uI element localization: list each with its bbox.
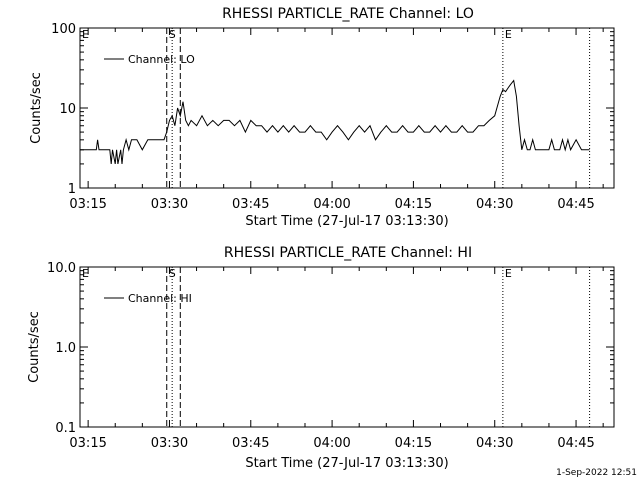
y-tick-label: 100: [51, 22, 76, 37]
event-marker-label: E: [82, 267, 89, 280]
y-tick-label: 1: [68, 182, 76, 197]
x-tick-label: 04:30: [476, 436, 513, 451]
x-tick-label: 04:15: [395, 436, 432, 451]
x-tick-label: 04:15: [395, 197, 432, 212]
x-tick-label: 04:00: [313, 436, 350, 451]
legend: Channel: LO: [104, 53, 195, 66]
y-tick-label: 10.0: [47, 261, 76, 276]
x-axis-label: Start Time (27-Jul-17 03:13:30): [245, 456, 448, 471]
y-tick-label: 10: [59, 102, 76, 117]
x-tick-label: 04:45: [557, 436, 594, 451]
event-marker-label: E: [82, 28, 89, 41]
axis-ticks: 03:15 03:30 03:45 04:00 04:15 04:30 04:45 0.1 1.…: [47, 261, 614, 451]
chart-panel-lo: RHESSI PARTICLE_RATE Channel: LO Counts/…: [29, 6, 615, 229]
chart-title: RHESSI PARTICLE_RATE Channel: HI: [224, 245, 472, 261]
plot-frame: [79, 266, 615, 428]
series-layer: [80, 79, 590, 164]
x-tick-label: 04:45: [557, 197, 594, 212]
x-tick-label: 03:30: [151, 197, 188, 212]
x-tick-label: 03:15: [69, 436, 106, 451]
x-tick-label: 04:30: [476, 197, 513, 212]
series-line: [80, 79, 590, 164]
plot-frame: [79, 27, 615, 189]
y-tick-label: 1.0: [55, 341, 76, 356]
x-tick-label: 03:45: [232, 197, 269, 212]
legend: Channel: HI: [104, 292, 192, 305]
y-axis-label: Counts/sec: [29, 72, 44, 144]
x-tick-label: 03:15: [69, 197, 106, 212]
legend-label: Channel: LO: [128, 53, 195, 66]
x-tick-label: 03:45: [232, 436, 269, 451]
y-tick-label: 0.1: [55, 421, 76, 436]
x-tick-label: 04:00: [313, 197, 350, 212]
axis-ticks: 03:15 03:30 03:45 04:00 04:15 04:30 04:45 1 10 10…: [51, 22, 614, 212]
footer-timestamp: 1-Sep-2022 12:51: [556, 468, 637, 478]
chart-title: RHESSI PARTICLE_RATE Channel: LO: [222, 6, 474, 22]
x-tick-label: 03:30: [151, 436, 188, 451]
event-marker-label: E: [505, 267, 512, 280]
event-marker-label: E: [505, 28, 512, 41]
y-axis-label: Counts/sec: [27, 311, 42, 383]
chart-panel-hi: RHESSI PARTICLE_RATE Channel: HI Counts/…: [27, 245, 615, 471]
x-axis-label: Start Time (27-Jul-17 03:13:30): [245, 214, 448, 229]
legend-label: Channel: HI: [128, 292, 192, 305]
